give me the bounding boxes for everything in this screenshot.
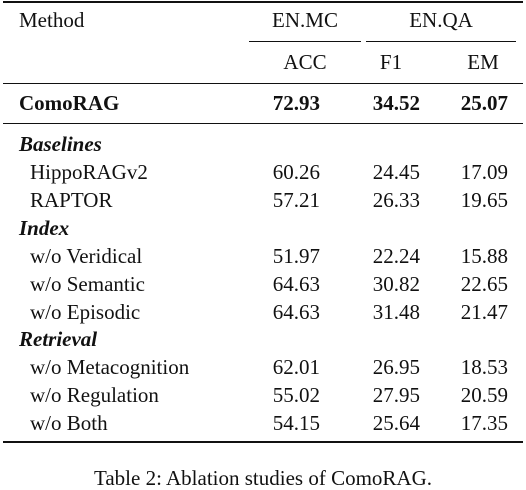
table-row-acc: 62.01: [272, 355, 320, 379]
table-row-acc: 54.15: [272, 411, 320, 435]
section-title-retrieval: Retrieval: [19, 327, 98, 351]
header-group-en-mc: EN.MC: [272, 8, 338, 32]
section-title-baselines: Baselines: [19, 132, 102, 156]
table-row-method: w/o Metacognition: [30, 355, 190, 379]
mc-group-underline: [249, 41, 361, 42]
table-row-method: w/o Semantic: [30, 272, 145, 296]
header-rule: [3, 83, 523, 84]
table-row-acc: 64.63: [272, 300, 320, 324]
main-row-f1: 34.52: [372, 91, 420, 115]
table-row-f1: 26.33: [372, 188, 420, 212]
main-row-rule: [3, 123, 523, 124]
table-row-acc: 51.97: [272, 244, 320, 268]
table-row-f1: 30.82: [372, 272, 420, 296]
table-row-f1: 26.95: [372, 355, 420, 379]
table-row-em: 21.47: [460, 300, 508, 324]
section-title-index: Index: [19, 216, 70, 240]
table-row-acc: 60.26: [272, 160, 320, 184]
table-row-em: 20.59: [460, 383, 508, 407]
main-row-method: ComoRAG: [19, 91, 120, 115]
table-row-f1: 25.64: [372, 411, 420, 435]
main-row-acc: 72.93: [272, 91, 320, 115]
table-caption: Table 2: Ablation studies of ComoRAG.: [93, 466, 432, 490]
table-row-acc: 64.63: [272, 272, 320, 296]
table-row-method: HippoRAGv2: [30, 160, 148, 184]
table-row-f1: 24.45: [372, 160, 420, 184]
table-row-method: RAPTOR: [30, 188, 113, 212]
table-row-method: w/o Regulation: [30, 383, 159, 407]
bottom-rule: [3, 441, 523, 443]
table-row-em: 17.09: [460, 160, 508, 184]
table-row-em: 17.35: [460, 411, 508, 435]
table-row-em: 22.65: [460, 272, 508, 296]
table-row-f1: 31.48: [372, 300, 420, 324]
main-row-em: 25.07: [460, 91, 508, 115]
header-group-en-qa: EN.QA: [409, 8, 473, 32]
table-row-em: 15.88: [460, 244, 508, 268]
table-row-f1: 27.95: [372, 383, 420, 407]
table-row-f1: 22.24: [372, 244, 420, 268]
header-col-em: EM: [467, 50, 499, 74]
top-rule: [3, 1, 523, 3]
table-row-acc: 55.02: [272, 383, 320, 407]
table-row-method: w/o Veridical: [30, 244, 143, 268]
table-row-acc: 57.21: [272, 188, 320, 212]
qa-group-underline: [366, 41, 516, 42]
header-method: Method: [19, 8, 85, 32]
header-col-acc: ACC: [283, 50, 327, 74]
table-row-em: 19.65: [460, 188, 508, 212]
table-row-em: 18.53: [460, 355, 508, 379]
table-row-method: w/o Episodic: [30, 300, 141, 324]
header-col-f1: F1: [379, 50, 403, 74]
table-row-method: w/o Both: [30, 411, 108, 435]
